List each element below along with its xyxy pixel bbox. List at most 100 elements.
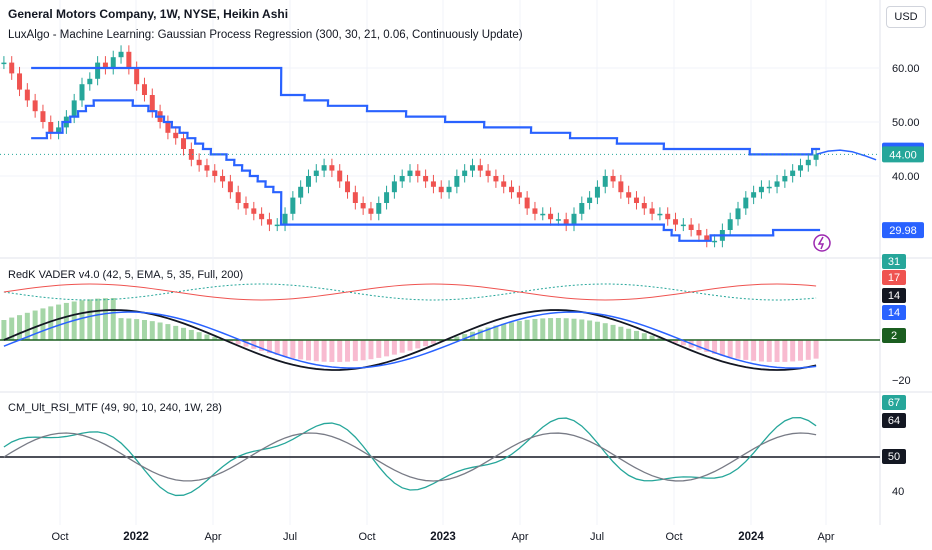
histogram-bar bbox=[329, 340, 335, 362]
candle-body bbox=[797, 165, 803, 171]
histogram-bar bbox=[774, 340, 780, 362]
candle-body bbox=[17, 73, 23, 90]
histogram-bar bbox=[696, 340, 702, 350]
histogram-bar bbox=[493, 325, 499, 340]
alert-icon[interactable] bbox=[813, 234, 831, 252]
candle-body bbox=[87, 78, 93, 85]
candle-body bbox=[509, 186, 515, 193]
value-tag-label: 50 bbox=[888, 451, 900, 463]
histogram-bar bbox=[227, 340, 233, 342]
candle-body bbox=[735, 208, 741, 220]
candle-body bbox=[673, 219, 679, 225]
histogram-bar bbox=[680, 340, 686, 346]
candle-body bbox=[321, 165, 327, 171]
candle-body bbox=[251, 208, 257, 214]
y-tick-label: 40.00 bbox=[892, 171, 920, 183]
candle-body bbox=[704, 235, 710, 241]
histogram-bar bbox=[477, 329, 483, 340]
price-tag-label: 44.00 bbox=[889, 149, 917, 161]
histogram-bar bbox=[376, 340, 382, 358]
x-tick-label: Apr bbox=[817, 531, 834, 543]
candle-body bbox=[24, 89, 30, 101]
histogram-bar bbox=[509, 322, 515, 340]
histogram-bar bbox=[266, 340, 272, 354]
candle-body bbox=[352, 192, 358, 203]
x-tick-label: Jul bbox=[590, 531, 604, 543]
candle-body bbox=[220, 176, 226, 182]
histogram-bar bbox=[9, 317, 15, 340]
value-tag-label: 2 bbox=[891, 330, 897, 342]
candle-body bbox=[243, 203, 249, 209]
candle-body bbox=[805, 159, 811, 166]
histogram-bar bbox=[134, 319, 140, 340]
value-tag-label: 31 bbox=[888, 256, 900, 268]
x-tick-label: Oct bbox=[358, 531, 375, 543]
candle-body bbox=[758, 186, 764, 193]
axes: Oct 2022 Apr Jul Oct 2023 Apr Jul Oct 2024 Apr 60.0… bbox=[51, 63, 924, 543]
price-tag bbox=[882, 146, 924, 163]
histogram-bar bbox=[48, 306, 54, 340]
candle-body bbox=[782, 176, 788, 182]
bear-line bbox=[3, 283, 817, 301]
candle-body bbox=[743, 197, 749, 209]
candle-body bbox=[774, 181, 780, 187]
candle-body bbox=[555, 219, 561, 221]
histogram-bar bbox=[298, 340, 304, 360]
value-tag-label: 67 bbox=[888, 397, 900, 409]
histogram-bar bbox=[79, 300, 85, 340]
histogram-bar bbox=[282, 340, 288, 357]
histogram-bar bbox=[618, 326, 624, 340]
candle-body bbox=[626, 192, 632, 198]
histogram-bar bbox=[56, 304, 62, 340]
histogram-bar bbox=[259, 340, 265, 352]
currency-button[interactable]: USD bbox=[886, 6, 926, 28]
value-tag-label: 17 bbox=[888, 272, 900, 284]
histogram-bar bbox=[337, 340, 343, 362]
bull-line bbox=[3, 283, 817, 301]
candle-body bbox=[227, 181, 233, 193]
candle-body bbox=[493, 176, 499, 182]
y-tick-label: 40 bbox=[892, 486, 904, 498]
value-tag bbox=[882, 449, 906, 464]
histogram-bar bbox=[602, 323, 608, 340]
histogram-bar bbox=[305, 340, 311, 361]
histogram-bar bbox=[430, 340, 436, 344]
candle-body bbox=[181, 138, 187, 149]
histogram-bar bbox=[633, 330, 639, 340]
histogram-bar bbox=[813, 340, 819, 359]
histogram-bar bbox=[423, 340, 429, 347]
candle-body bbox=[71, 100, 77, 117]
x-tick-label: 2022 bbox=[123, 531, 149, 543]
histogram-bar bbox=[587, 320, 593, 340]
candle-body bbox=[766, 186, 772, 189]
candle-body bbox=[282, 213, 288, 225]
value-tag bbox=[882, 288, 906, 303]
candle-body bbox=[532, 208, 538, 214]
x-tick-label: Apr bbox=[511, 531, 528, 543]
candle-body bbox=[196, 159, 202, 166]
candle-body bbox=[368, 208, 374, 214]
histogram-bar bbox=[751, 340, 757, 361]
chart-title: General Motors Company, 1W, NYSE, Heikin… bbox=[8, 7, 288, 21]
candle-body bbox=[313, 170, 319, 176]
value-tag bbox=[882, 254, 906, 269]
histogram-bar bbox=[384, 340, 390, 357]
candle-body bbox=[712, 240, 718, 243]
histogram-bar bbox=[110, 298, 116, 340]
histogram-bar bbox=[532, 318, 538, 340]
histogram-bar bbox=[360, 340, 366, 361]
x-tick-label: Jul bbox=[283, 531, 297, 543]
candle-body bbox=[204, 165, 210, 171]
x-tick-label: Apr bbox=[204, 531, 221, 543]
candle-body bbox=[462, 170, 468, 176]
upper-band-line bbox=[31, 66, 821, 156]
histogram-bar bbox=[805, 340, 811, 360]
candle-body bbox=[235, 192, 241, 203]
histogram-bar bbox=[571, 318, 577, 340]
candle-body bbox=[438, 186, 444, 193]
candle-body bbox=[540, 213, 546, 216]
candle-body bbox=[102, 62, 108, 68]
price-tag-label: 29.98 bbox=[889, 225, 917, 237]
x-tick-label: Oct bbox=[665, 531, 682, 543]
